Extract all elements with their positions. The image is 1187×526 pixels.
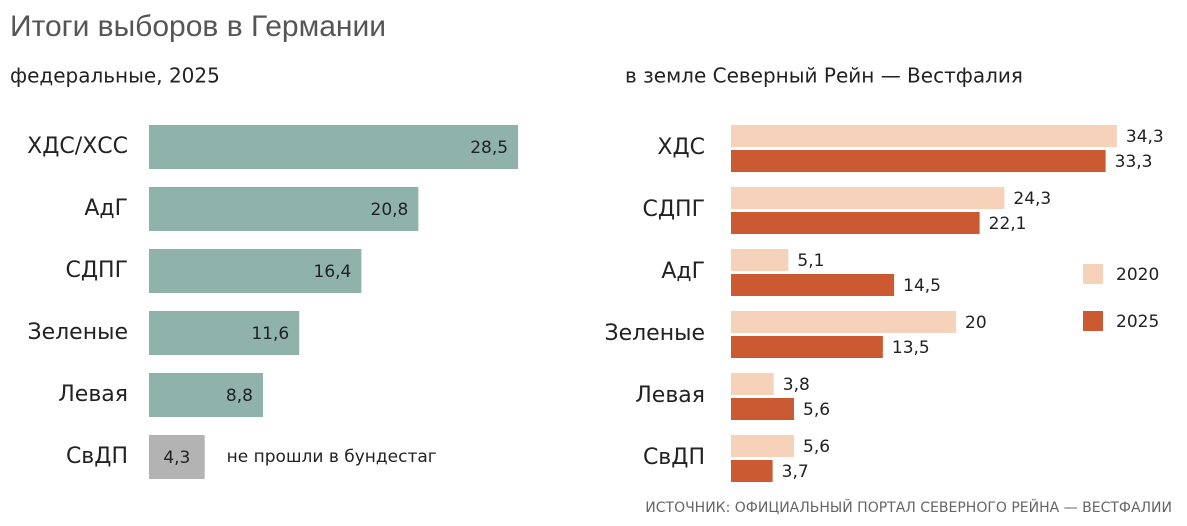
bar [731, 249, 789, 271]
legend-label: 2025 [1116, 312, 1159, 332]
value-label: 4,3 [163, 448, 190, 468]
bar [731, 125, 1117, 147]
subtitle: федеральные, 2025 [10, 64, 220, 88]
bar [731, 398, 794, 420]
category-label: Левая [635, 383, 705, 408]
value-label: 13,5 [892, 338, 930, 358]
bar [149, 187, 419, 231]
value-label: 14,5 [903, 276, 941, 296]
value-label: 8,8 [226, 386, 253, 406]
bar [731, 212, 980, 234]
category-label: АдГ [84, 196, 128, 221]
category-label: ХДС [657, 135, 705, 160]
source: ИСТОЧНИК: ОФИЦИАЛЬНЫЙ ПОРТАЛ СЕВЕРНОГО Р… [645, 498, 1172, 516]
bar [731, 311, 956, 333]
category-label: СвДП [66, 444, 128, 469]
bar [149, 311, 300, 355]
value-label: 20,8 [371, 200, 409, 220]
bar [731, 150, 1106, 172]
value-label: 24,3 [1013, 189, 1051, 209]
value-label: 34,3 [1126, 127, 1164, 147]
category-label: АдГ [661, 259, 705, 284]
page-title: Итоги выборов в Германии [10, 10, 386, 43]
bar [731, 336, 883, 358]
value-label: 22,1 [989, 214, 1027, 234]
bar [731, 373, 774, 395]
legend-swatch [1083, 264, 1103, 284]
bar [149, 249, 362, 293]
bar [731, 435, 794, 457]
value-label: 3,8 [783, 375, 810, 395]
bar [731, 187, 1005, 209]
value-label: 33,3 [1115, 152, 1153, 172]
category-label: СДПГ [642, 197, 705, 222]
value-label: 28,5 [470, 138, 508, 158]
value-label: 16,4 [314, 262, 352, 282]
legend-swatch [1083, 311, 1103, 331]
bar [149, 125, 519, 169]
bar [149, 373, 263, 417]
category-label: СДПГ [65, 258, 128, 283]
category-label: СвДП [643, 445, 705, 470]
category-label: Левая [58, 382, 128, 407]
legend-label: 2020 [1116, 265, 1159, 285]
value-label: 5,6 [803, 437, 830, 457]
bar [149, 435, 205, 479]
bar [731, 460, 773, 482]
value-label: 20 [965, 313, 987, 333]
annotation: не прошли в бундестаг [227, 447, 437, 467]
value-label: 11,6 [251, 324, 289, 344]
bar [731, 274, 895, 296]
category-label: ХДС/ХСС [27, 134, 128, 159]
category-label: Зеленые [604, 321, 705, 346]
value-label: 5,6 [803, 400, 830, 420]
value-label: 3,7 [782, 462, 809, 482]
subtitle: в земле Северный Рейн — Вестфалия [625, 64, 1023, 88]
category-label: Зеленые [27, 320, 128, 345]
value-label: 5,1 [797, 251, 824, 271]
